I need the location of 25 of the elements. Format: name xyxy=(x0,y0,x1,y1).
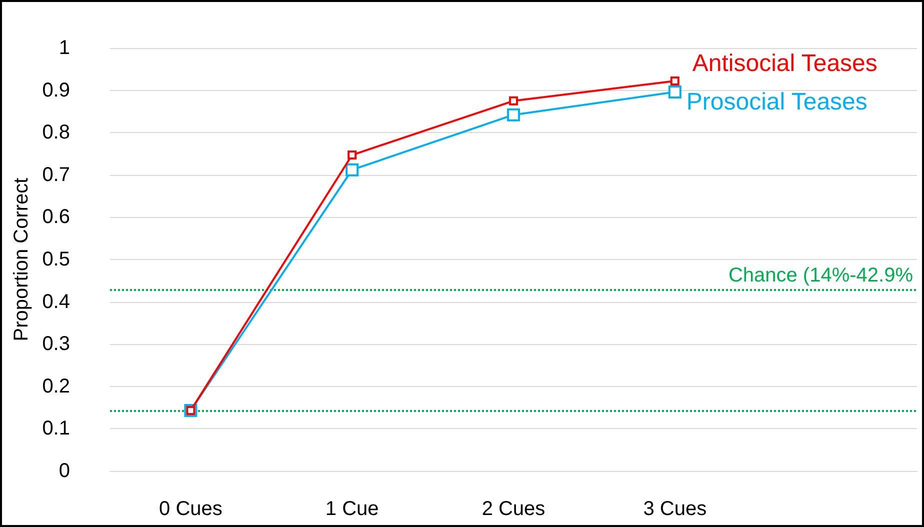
point xyxy=(507,108,520,122)
y-tick-label: 0.6 xyxy=(42,206,70,228)
y-tick-label: 0 xyxy=(58,460,70,482)
x-tick-label: 2 Cues xyxy=(482,498,546,520)
point xyxy=(346,163,359,176)
series-label: Antisocial Teases xyxy=(692,50,878,77)
y-tick-label: 0.1 xyxy=(42,418,70,440)
point xyxy=(348,150,357,160)
x-tick-label: 0 Cues xyxy=(159,498,222,520)
x-tick-label: 1 Cue xyxy=(325,498,379,520)
series-label: Prosocial Teases xyxy=(686,88,868,116)
y-axis-title: Proportion Correct xyxy=(10,177,32,342)
point xyxy=(670,76,680,86)
y-tick-label: 0.3 xyxy=(42,333,70,356)
x-tick-label: 3 Cues xyxy=(643,498,707,520)
y-tick-label: 0.8 xyxy=(42,122,70,144)
y-tick-label: 0.4 xyxy=(42,290,70,313)
point xyxy=(509,96,518,106)
y-tick-label: 0.9 xyxy=(42,79,70,102)
y-tick-label: 1 xyxy=(58,37,70,59)
y-tick-label: 0.7 xyxy=(42,164,70,186)
y-tick-label: 0.2 xyxy=(42,375,70,398)
y-tick-label: 0.5 xyxy=(42,248,70,270)
ref-line-label: Chance (14%-42.9% xyxy=(728,264,914,287)
point xyxy=(668,85,682,98)
